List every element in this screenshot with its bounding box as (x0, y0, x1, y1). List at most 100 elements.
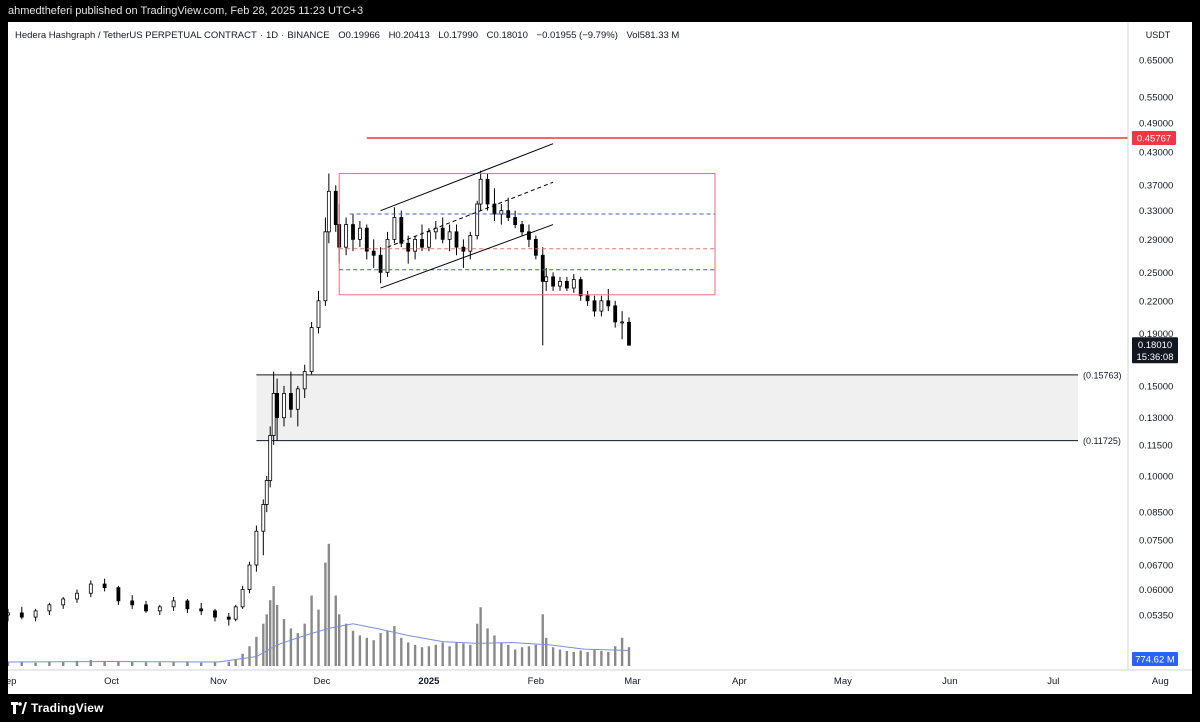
volume-bar (565, 650, 569, 666)
symbol-name[interactable]: Hedera Hashgraph / TetherUS PERPETUAL CO… (15, 30, 257, 41)
candle-body (247, 564, 252, 590)
candle-body (426, 231, 431, 248)
volume-bar (434, 644, 437, 666)
candle-body (406, 242, 411, 252)
price-tick-label: 0.06700 (1139, 560, 1173, 571)
price-tick-label: 0.65000 (1139, 56, 1173, 67)
price-tick-label: 0.07500 (1139, 535, 1173, 546)
candle-body (592, 300, 597, 312)
price-tick-label: 0.15000 (1139, 381, 1173, 392)
candle-body (271, 393, 276, 436)
candle-body (544, 276, 549, 282)
candle-body (478, 178, 483, 205)
volume-bar (365, 637, 368, 666)
volume-bar (131, 662, 134, 666)
volume-bar (265, 614, 268, 666)
currency-label[interactable]: USDT (1145, 30, 1171, 40)
candle-body (213, 610, 217, 618)
price-tick-label: 0.10000 (1139, 471, 1173, 482)
volume-bar (420, 647, 424, 666)
volume-bar (344, 623, 348, 666)
volume-bar (579, 650, 582, 666)
candle-body (326, 190, 331, 233)
symbol-legend[interactable]: Hedera Hashgraph / TetherUS PERPETUAL CO… (15, 30, 685, 41)
candle-body (240, 589, 245, 608)
volume-bar (627, 647, 631, 666)
brand-name: TradingView (31, 701, 104, 715)
candle-body (540, 254, 545, 282)
candle-body (295, 388, 300, 410)
candle-body (485, 178, 490, 205)
volume-bar (213, 662, 217, 666)
candle-body (19, 612, 24, 618)
price-tick-label: 0.25000 (1139, 268, 1173, 279)
symbol-interval[interactable]: 1D (265, 30, 279, 41)
tradingview-logo-icon (11, 702, 27, 714)
channel-middle-line (387, 181, 554, 248)
volume-bar (407, 642, 410, 666)
candle-body (102, 583, 107, 589)
volume-bar (507, 644, 510, 666)
volume-bar (34, 662, 37, 666)
time-tick-label: Jun (942, 676, 957, 687)
price-tick-label: 0.11500 (1139, 440, 1173, 451)
volume-bar (614, 646, 617, 666)
volume-bar (358, 635, 362, 666)
candle-body (620, 321, 624, 324)
candle-body (399, 217, 404, 244)
candle-body (75, 592, 79, 600)
price-tick-label: 0.19000 (1139, 329, 1173, 340)
candle-body (371, 250, 376, 256)
candle-body (333, 190, 338, 225)
candle-body (226, 616, 231, 620)
candle-body (282, 393, 286, 419)
volume-bar (327, 543, 331, 666)
volume-bar (500, 642, 503, 666)
candle-body (323, 231, 328, 302)
volume-bar (289, 628, 293, 666)
volume-bar (62, 661, 65, 666)
chart-canvas[interactable]: (0.15763) (0.11725) 0.65000 0.55000 0.49000… (8, 22, 1192, 694)
volume-bar (448, 646, 451, 666)
candle-body (585, 295, 590, 302)
volume-bar (545, 637, 548, 666)
high-value: H0.20413 (388, 30, 430, 41)
published-text: ahmedtheferi published on TradingView.co… (8, 5, 364, 17)
candle-body (440, 227, 445, 240)
time-tick-label: Apr (732, 676, 747, 687)
range-box (338, 173, 716, 296)
volume-bar (89, 659, 92, 666)
candle-body (520, 224, 524, 233)
price-tick-label: 0.08500 (1139, 508, 1173, 519)
volume-bar (186, 662, 189, 666)
brand-footer: TradingView (0, 694, 1200, 722)
candle-body (413, 238, 418, 252)
axes-layer: 0.65000 0.55000 0.49000 0.43000 0.37000 0.330… (8, 22, 1192, 687)
candle-body (8, 612, 10, 616)
volume-bar (241, 653, 244, 666)
volume-bar (386, 630, 389, 666)
candle-body (199, 608, 204, 612)
volume-bar (234, 658, 237, 666)
candle-body (599, 300, 604, 312)
volume-bar (513, 649, 517, 666)
time-tick-label: Nov (210, 676, 227, 687)
candle-body (302, 371, 307, 390)
volume-bar (558, 649, 562, 666)
price-tick-label: 0.22000 (1139, 296, 1173, 307)
channel-lower-line (380, 224, 554, 289)
time-tick-label: 2025 (418, 676, 440, 687)
candle-body (185, 600, 190, 610)
candle-body (527, 231, 531, 240)
candle-body (254, 530, 259, 566)
price-tick-label: 0.55000 (1139, 93, 1173, 104)
low-value: L0.17990 (438, 30, 479, 41)
price-tick-label: 0.13000 (1139, 413, 1173, 424)
candle-body (558, 281, 562, 287)
candle-body (88, 583, 93, 594)
chart-frame[interactable]: (0.15763) (0.11725) 0.65000 0.55000 0.49000… (8, 22, 1192, 694)
candle-body (385, 238, 390, 273)
volume-bar (48, 662, 51, 666)
time-tick-label: Jul (1047, 676, 1059, 687)
candle-body (264, 480, 269, 505)
